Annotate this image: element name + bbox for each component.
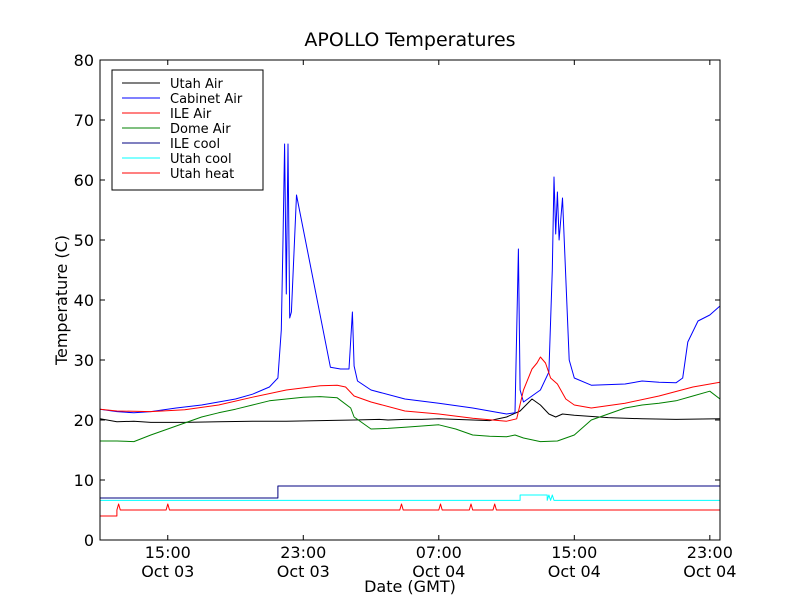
series-line-ile-cool <box>100 485 720 499</box>
legend-entry-cabinet-air: Cabinet Air <box>122 92 243 107</box>
x-tick-time-label: 23:00 <box>687 543 733 562</box>
legend-label: Utah cool <box>170 152 232 167</box>
y-tick-label: 40 <box>74 291 94 310</box>
y-tick-label: 60 <box>74 171 94 190</box>
legend-label: Dome Air <box>170 122 231 137</box>
y-tick-label: 50 <box>74 231 94 250</box>
series-layer <box>100 143 720 517</box>
x-tick-time-label: 23:00 <box>280 543 326 562</box>
legend-entry-ile-cool: ILE cool <box>122 137 220 152</box>
x-tick-time-label: 07:00 <box>416 543 462 562</box>
y-tick-label: 30 <box>74 351 94 370</box>
series-line-dome-air <box>100 390 720 443</box>
y-tick-label: 0 <box>84 531 94 550</box>
y-axis-label: Temperature (C) <box>52 235 71 366</box>
series-line-utah-air <box>100 398 720 423</box>
series-line-cabinet-air <box>100 143 720 415</box>
legend-label: Utah heat <box>170 167 234 182</box>
legend-label: Cabinet Air <box>170 92 243 107</box>
legend-entry-utah-heat: Utah heat <box>122 167 234 182</box>
x-tick-date-label: Oct 04 <box>412 562 465 581</box>
legend-label: ILE Air <box>170 107 212 122</box>
x-tick-date-label: Oct 04 <box>683 562 736 581</box>
legend-entry-dome-air: Dome Air <box>122 122 231 137</box>
y-tick-label: 70 <box>74 111 94 130</box>
x-tick-time-label: 15:00 <box>551 543 597 562</box>
y-tick-label: 80 <box>74 51 94 70</box>
x-tick-time-label: 15:00 <box>145 543 191 562</box>
series-line-ile-air <box>100 356 720 422</box>
series-line-utah-heat <box>100 503 720 517</box>
y-axis: 0 10 20 30 40 50 60 70 80 <box>74 51 720 550</box>
legend-label: ILE cool <box>170 137 220 152</box>
x-tick-date-label: Oct 03 <box>277 562 330 581</box>
series-line-utah-cool <box>100 494 720 501</box>
legend-entry-ile-air: ILE Air <box>122 107 212 122</box>
legend-entry-utah-air: Utah Air <box>122 77 223 92</box>
x-axis-label: Date (GMT) <box>364 577 456 596</box>
x-tick-date-label: Oct 04 <box>548 562 601 581</box>
y-tick-label: 10 <box>74 471 94 490</box>
x-tick-date-label: Oct 03 <box>141 562 194 581</box>
legend-box <box>111 69 264 191</box>
legend-entry-utah-cool: Utah cool <box>122 152 232 167</box>
y-tick-label: 20 <box>74 411 94 430</box>
legend-label: Utah Air <box>170 77 223 92</box>
chart-title: APOLLO Temperatures <box>304 29 515 51</box>
